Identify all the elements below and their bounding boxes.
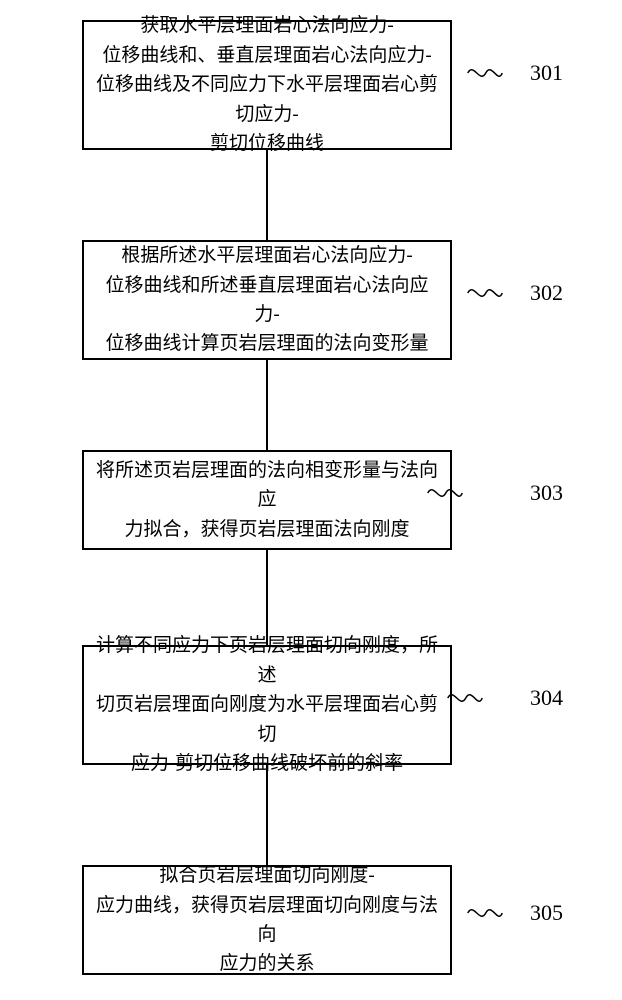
- connector-4-5: [266, 765, 268, 865]
- squiggle-302: [460, 278, 510, 308]
- ref-label-305: 305: [530, 900, 563, 926]
- step-text: 根据所述水平层理面岩心法向应力-位移曲线和所述垂直层理面岩心法向应力-位移曲线计…: [94, 241, 440, 359]
- step-text: 计算不同应力下页岩层理面切向刚度，所述切页岩层理面向刚度为水平层理面岩心剪切应力…: [94, 631, 440, 778]
- step-text: 拟合页岩层理面切向刚度-应力曲线，获得页岩层理面切向刚度与法向应力的关系: [94, 861, 440, 979]
- step-box-304: 计算不同应力下页岩层理面切向刚度，所述切页岩层理面向刚度为水平层理面岩心剪切应力…: [82, 645, 452, 765]
- step-box-305: 拟合页岩层理面切向刚度-应力曲线，获得页岩层理面切向刚度与法向应力的关系: [82, 865, 452, 975]
- connector-2-3: [266, 360, 268, 450]
- step-text: 将所述页岩层理面的法向相变形量与法向应力拟合，获得页岩层理面法向刚度: [94, 456, 440, 544]
- step-text: 获取水平层理面岩心法向应力-位移曲线和、垂直层理面岩心法向应力-位移曲线及不同应…: [94, 11, 440, 158]
- squiggle-303: [420, 478, 470, 508]
- squiggle-301: [460, 58, 510, 88]
- squiggle-304: [440, 683, 490, 713]
- ref-label-302: 302: [530, 280, 563, 306]
- squiggle-305: [460, 898, 510, 928]
- ref-label-303: 303: [530, 480, 563, 506]
- flowchart-canvas: 获取水平层理面岩心法向应力-位移曲线和、垂直层理面岩心法向应力-位移曲线及不同应…: [0, 0, 622, 1000]
- ref-label-301: 301: [530, 60, 563, 86]
- step-box-301: 获取水平层理面岩心法向应力-位移曲线和、垂直层理面岩心法向应力-位移曲线及不同应…: [82, 20, 452, 150]
- step-box-303: 将所述页岩层理面的法向相变形量与法向应力拟合，获得页岩层理面法向刚度: [82, 450, 452, 550]
- connector-1-2: [266, 150, 268, 240]
- step-box-302: 根据所述水平层理面岩心法向应力-位移曲线和所述垂直层理面岩心法向应力-位移曲线计…: [82, 240, 452, 360]
- ref-label-304: 304: [530, 685, 563, 711]
